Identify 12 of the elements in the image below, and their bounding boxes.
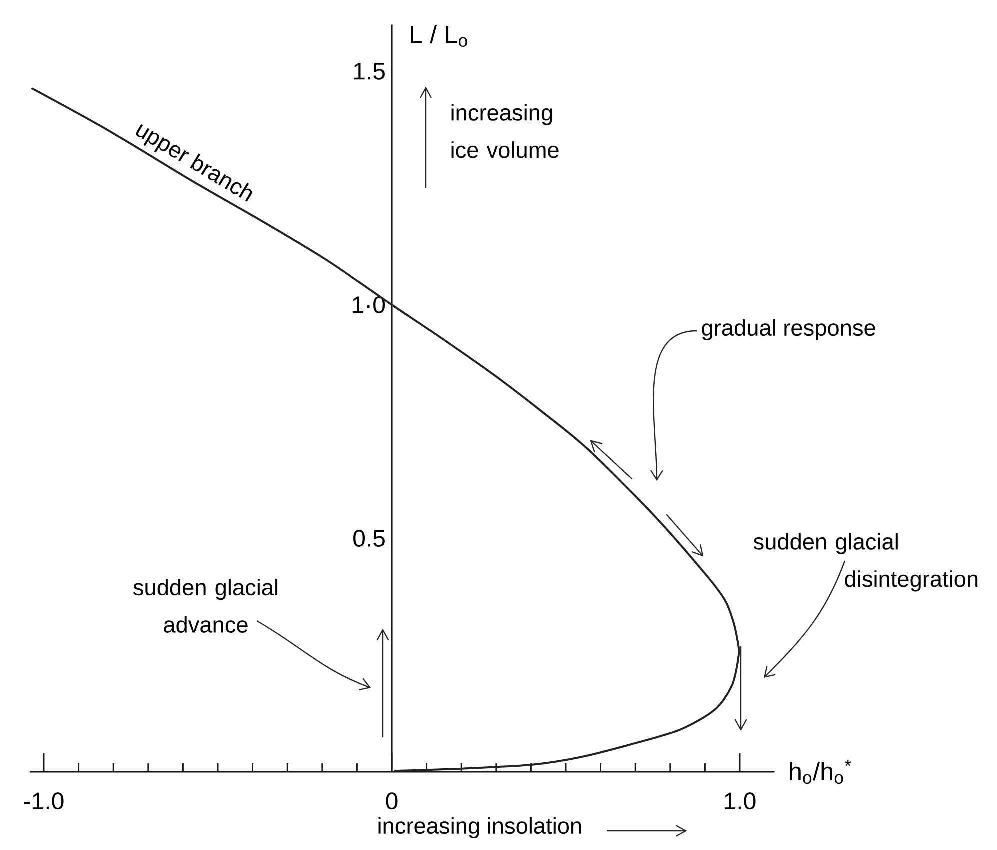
- annotation: increasing ice volume: [452, 104, 559, 158]
- x-tick-label: 0: [386, 792, 398, 810]
- annotation: sudden glacial disintegration: [754, 533, 978, 592]
- annotation: sudden glacial advance: [134, 579, 278, 633]
- x-tick-label: -1.0: [24, 792, 64, 810]
- x-axis-title: h$_{o}$/h$_{o}$*: [790, 760, 852, 784]
- y-axis-title: L / L$_{o}$: [411, 25, 468, 48]
- x-tick-label: 1.0: [725, 792, 756, 810]
- annotation: gradual response: [702, 319, 876, 341]
- y-tick-label: 1.5: [354, 63, 385, 80]
- y-tick-label: 0.5: [354, 530, 385, 547]
- text: increasing insolation: [378, 817, 582, 839]
